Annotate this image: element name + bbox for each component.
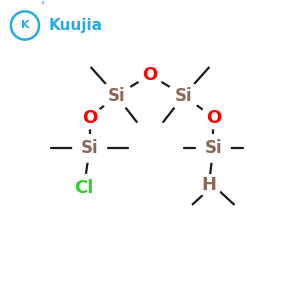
Ellipse shape [67, 174, 100, 202]
Ellipse shape [99, 82, 133, 109]
Ellipse shape [196, 175, 222, 196]
Text: Si: Si [175, 86, 193, 104]
Text: O: O [206, 109, 221, 127]
Text: Si: Si [81, 140, 98, 158]
Text: O: O [82, 109, 97, 127]
Text: Cl: Cl [74, 179, 94, 197]
Text: °: ° [40, 1, 45, 10]
Ellipse shape [136, 64, 164, 86]
Text: K: K [21, 20, 29, 31]
Ellipse shape [76, 106, 103, 129]
Ellipse shape [196, 135, 230, 162]
Text: O: O [142, 66, 158, 84]
Text: Si: Si [204, 140, 222, 158]
Text: Kuujia: Kuujia [49, 18, 103, 33]
Ellipse shape [73, 135, 106, 162]
Ellipse shape [167, 82, 201, 109]
Ellipse shape [200, 106, 227, 129]
Text: Si: Si [107, 86, 125, 104]
Text: H: H [201, 176, 216, 194]
